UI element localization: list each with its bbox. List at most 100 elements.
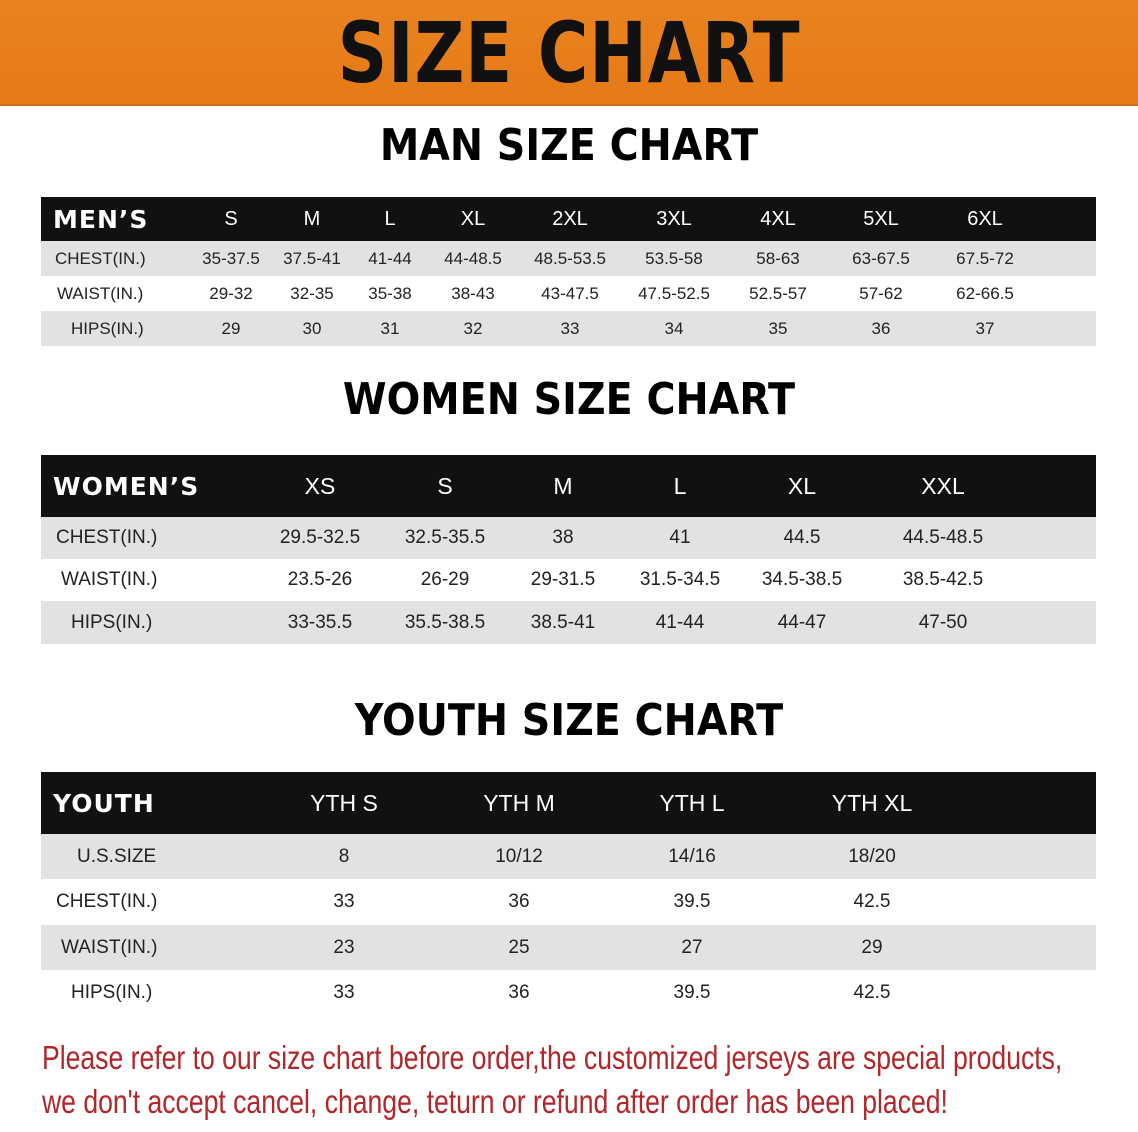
table-row: HIPS(IN.) 33 36 39.5 42.5 (41, 970, 1096, 1016)
table-cell: 44-48.5 (444, 248, 502, 268)
women-size-xl: XL (787, 472, 817, 499)
row-label: CHEST(IN.) (56, 527, 158, 548)
table-cell: 29 (861, 936, 883, 958)
men-size-xl: XL (460, 207, 486, 230)
table-cell: 41 (669, 527, 691, 548)
table-cell: 38-43 (451, 283, 495, 303)
table-cell: 32 (463, 318, 483, 338)
women-size-table: WOMEN’S XS S M L XL XXL CHEST(IN.) 29.5-32.5 32.5… (41, 455, 1096, 644)
table-cell: 36 (871, 318, 891, 338)
table-cell: 37.5-41 (283, 248, 341, 268)
table-cell: 35-38 (368, 283, 412, 303)
table-cell: 44-47 (777, 611, 827, 633)
row-label: HIPS(IN.) (71, 982, 153, 1003)
table-cell: 41-44 (368, 248, 412, 268)
youth-size-yth-s: YTH S (310, 789, 378, 816)
youth-header-row: YOUTH YTH S YTH M YTH L YTH XL (41, 772, 1096, 834)
table-cell: 48.5-53.5 (534, 248, 606, 268)
men-size-table: MEN’S S M L XL 2XL 3XL 4XL 5XL 6XL CHEST(IN.) 35-37… (41, 197, 1096, 346)
table-cell: 29 (221, 318, 241, 338)
row-label: CHEST(IN.) (55, 248, 146, 268)
women-size-xs: XS (304, 472, 336, 499)
table-cell: 38 (552, 527, 574, 548)
row-label: CHEST(IN.) (56, 891, 158, 912)
table-cell: 52.5-57 (749, 283, 807, 303)
table-cell: 42.5 (853, 891, 891, 912)
men-size-6xl: 6XL (967, 207, 1003, 230)
table-cell: 39.5 (673, 891, 711, 912)
table-cell: 47.5-52.5 (638, 283, 710, 303)
table-cell: 36 (508, 982, 530, 1003)
table-row: WAIST(IN.) 23 25 27 29 (41, 925, 1096, 970)
table-cell: 67.5-72 (956, 248, 1014, 268)
row-label: WAIST(IN.) (57, 283, 144, 303)
table-row: U.S.SIZE 8 10/12 14/16 18/20 (41, 834, 1096, 879)
table-row: HIPS(IN.) 29 30 31 32 33 34 35 36 37 (41, 311, 1096, 346)
table-cell: 38.5-42.5 (902, 569, 984, 590)
table-row: CHEST(IN.) 29.5-32.5 32.5-35.5 38 41 44.5 44.5… (41, 517, 1096, 559)
youth-size-yth-m: YTH M (483, 789, 555, 816)
table-cell: 8 (338, 845, 350, 867)
table-cell: 10/12 (495, 845, 543, 867)
table-cell: 33 (333, 982, 355, 1003)
order-notice: Please refer to our size chart before or… (42, 1036, 1089, 1124)
table-cell: 35-37.5 (202, 248, 260, 268)
table-cell: 44.5-48.5 (902, 527, 984, 548)
women-size-l: L (673, 472, 687, 499)
table-cell: 58-63 (756, 248, 800, 268)
table-cell: 30 (302, 318, 322, 338)
table-cell: 57-62 (859, 283, 903, 303)
size-chart-banner: SIZE CHART (0, 0, 1138, 106)
table-cell: 53.5-58 (645, 248, 703, 268)
table-cell: 26-29 (420, 569, 470, 590)
men-size-l: L (384, 207, 396, 230)
table-cell: 33 (333, 891, 355, 912)
men-header-label: MEN’S (53, 204, 149, 234)
men-size-m: M (303, 207, 321, 230)
men-size-s: S (224, 207, 238, 230)
table-cell: 41-44 (655, 611, 705, 633)
table-cell: 23 (333, 936, 355, 958)
row-label: HIPS(IN.) (71, 318, 144, 338)
table-row: HIPS(IN.) 33-35.5 35.5-38.5 38.5-41 41-44 44-… (41, 601, 1096, 644)
notice-line-2: we don't accept cancel, change, teturn o… (42, 1083, 948, 1120)
table-cell: 47-50 (918, 611, 968, 633)
youth-section-title: YOUTH SIZE CHART (354, 695, 784, 746)
table-cell: 35 (768, 318, 788, 338)
table-row: WAIST(IN.) 29-32 32-35 35-38 38-43 43-47.5 47.… (41, 276, 1096, 311)
table-cell: 14/16 (668, 845, 716, 867)
row-label: U.S.SIZE (77, 845, 157, 867)
table-cell: 27 (681, 936, 703, 958)
table-cell: 31.5-34.5 (639, 569, 721, 590)
table-cell: 44.5 (783, 527, 821, 548)
table-cell: 34 (664, 318, 684, 338)
table-row: WAIST(IN.) 23.5-26 26-29 29-31.5 31.5-34.5 34… (41, 559, 1096, 601)
women-section-title: WOMEN SIZE CHART (342, 374, 796, 425)
table-cell: 35.5-38.5 (404, 611, 486, 633)
men-size-2xl: 2XL (552, 207, 588, 230)
men-size-4xl: 4XL (760, 207, 796, 230)
youth-size-yth-xl: YTH XL (831, 789, 913, 816)
table-cell: 33 (560, 318, 580, 338)
table-cell: 36 (508, 891, 530, 912)
table-cell: 38.5-41 (530, 611, 596, 633)
table-cell: 43-47.5 (541, 283, 599, 303)
row-label: WAIST(IN.) (61, 569, 158, 590)
men-section-title: MAN SIZE CHART (379, 120, 759, 171)
women-header-row: WOMEN’S XS S M L XL XXL (41, 455, 1096, 517)
table-cell: 62-66.5 (956, 283, 1014, 303)
table-cell: 32-35 (290, 283, 334, 303)
table-cell: 25 (508, 936, 530, 958)
table-cell: 31 (380, 318, 400, 338)
table-cell: 18/20 (848, 845, 896, 867)
women-size-s: S (437, 472, 453, 499)
row-label: WAIST(IN.) (61, 936, 158, 958)
table-cell: 23.5-26 (287, 569, 353, 590)
men-header-row: MEN’S S M L XL 2XL 3XL 4XL 5XL 6XL (41, 197, 1096, 241)
men-size-3xl: 3XL (656, 207, 692, 230)
table-cell: 39.5 (673, 982, 711, 1003)
women-size-m: M (553, 472, 573, 499)
men-size-5xl: 5XL (863, 207, 899, 230)
table-cell: 37 (975, 318, 995, 338)
youth-size-yth-l: YTH L (659, 789, 725, 816)
